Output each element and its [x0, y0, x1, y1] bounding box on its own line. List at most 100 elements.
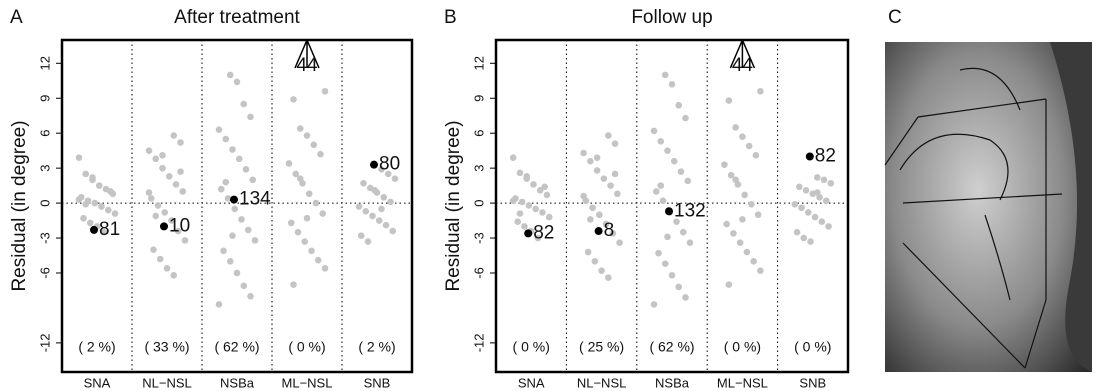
- point: [675, 102, 682, 109]
- point: [510, 154, 517, 161]
- point: [585, 249, 592, 256]
- point: [310, 142, 317, 149]
- highlight-label: 132: [674, 200, 706, 221]
- point: [730, 230, 737, 237]
- point: [252, 237, 259, 244]
- point: [580, 150, 587, 157]
- point: [222, 179, 229, 186]
- highlight-label: 82: [815, 146, 836, 167]
- point: [526, 202, 533, 209]
- point: [587, 216, 594, 223]
- point: [216, 301, 223, 308]
- y-tick-label: -12: [471, 333, 486, 352]
- point: [227, 72, 234, 79]
- x-tick-label: NSBa: [655, 375, 690, 390]
- highlight-label: 10: [169, 215, 190, 236]
- highlight-label: 80: [379, 154, 400, 175]
- highlight-point: [160, 222, 168, 230]
- point: [356, 203, 363, 210]
- point: [671, 158, 678, 165]
- y-tick-label: 12: [37, 56, 52, 70]
- y-tick-label: 12: [471, 56, 486, 70]
- point: [245, 227, 252, 234]
- percent-label: ( 2 %): [358, 339, 395, 355]
- highlight-point: [90, 226, 98, 234]
- point: [80, 215, 87, 222]
- point: [657, 138, 664, 145]
- point: [306, 190, 313, 197]
- x-tick-label: ML−NSL: [717, 375, 768, 390]
- point: [234, 79, 241, 86]
- point: [601, 175, 608, 182]
- point: [732, 124, 739, 131]
- point: [87, 220, 94, 227]
- point: [392, 175, 399, 182]
- point: [589, 204, 596, 211]
- point: [732, 176, 739, 183]
- point: [301, 238, 308, 245]
- point: [96, 182, 103, 189]
- point: [682, 294, 689, 301]
- y-axis-label: Residual (in degree): [9, 120, 30, 291]
- point: [664, 234, 671, 241]
- percent-label: ( 25 %): [579, 339, 624, 355]
- highlight-point: [230, 196, 238, 204]
- point: [682, 115, 689, 122]
- point: [678, 168, 685, 175]
- point: [159, 152, 166, 159]
- percent-label: ( 33 %): [144, 339, 189, 355]
- point: [290, 96, 297, 103]
- point: [669, 81, 676, 88]
- percent-label: ( 2 %): [78, 339, 115, 355]
- point: [297, 125, 304, 132]
- point: [170, 132, 177, 139]
- point: [365, 238, 372, 245]
- point: [523, 173, 530, 180]
- point: [744, 249, 751, 256]
- point: [236, 156, 243, 163]
- point: [317, 151, 324, 158]
- point: [814, 174, 821, 181]
- point: [655, 250, 662, 257]
- y-tick-label: 3: [471, 165, 486, 172]
- point: [179, 188, 186, 195]
- point: [607, 182, 614, 189]
- point: [378, 206, 385, 213]
- point: [362, 208, 369, 215]
- point: [757, 267, 764, 274]
- point: [739, 216, 746, 223]
- point: [76, 154, 83, 161]
- point: [150, 246, 157, 253]
- chart-title: Follow up: [631, 7, 712, 28]
- point: [240, 101, 247, 108]
- point: [657, 182, 664, 189]
- percent-label: ( 0 %): [794, 339, 831, 355]
- point: [828, 180, 835, 187]
- point: [304, 215, 311, 222]
- point: [592, 258, 599, 265]
- point: [322, 265, 329, 272]
- y-tick-label: 9: [37, 95, 52, 102]
- point: [152, 156, 159, 163]
- highlight-label: 82: [533, 222, 554, 243]
- point: [605, 132, 612, 139]
- point: [288, 220, 295, 227]
- point: [660, 197, 667, 204]
- point: [286, 160, 293, 167]
- point: [521, 223, 528, 230]
- percent-label: ( 62 %): [214, 339, 259, 355]
- highlight-point: [665, 207, 673, 215]
- point: [82, 201, 89, 208]
- point: [82, 171, 89, 178]
- y-tick-label: 0: [471, 199, 486, 206]
- percent-label: ( 0 %): [724, 339, 761, 355]
- point: [737, 239, 744, 246]
- point: [757, 88, 764, 95]
- point: [739, 133, 746, 140]
- y-tick-label: 6: [37, 130, 52, 137]
- point: [821, 176, 828, 183]
- point: [322, 88, 329, 95]
- point: [539, 209, 546, 216]
- point: [814, 189, 821, 196]
